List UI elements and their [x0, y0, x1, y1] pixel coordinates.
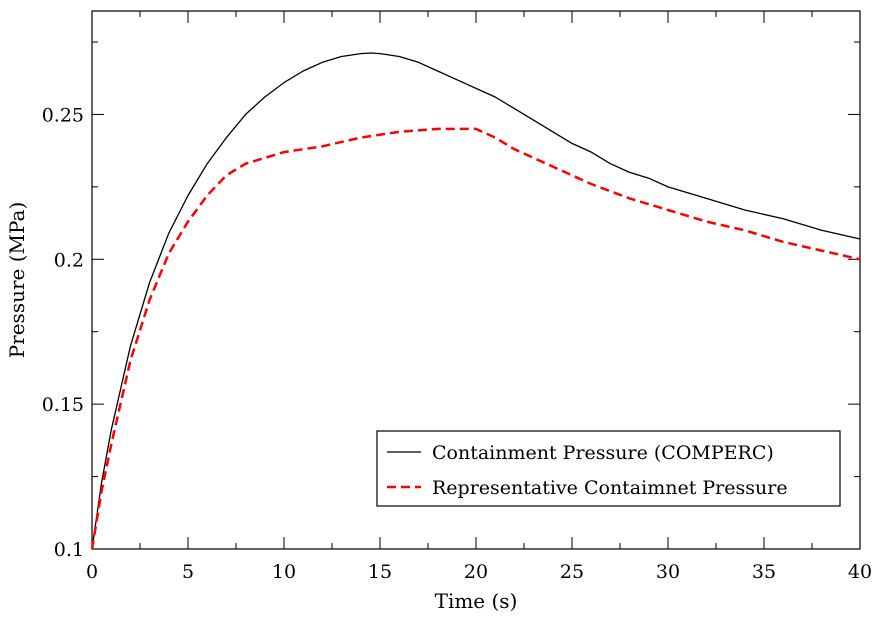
- legend-label-comperc: Containment Pressure (COMPERC): [432, 442, 774, 464]
- y-tick-label: 0.2: [54, 249, 84, 271]
- axis-tick-labels: 0 5 10 15 20 25 30 35 40 0.1 0.15 0.2 0.25: [42, 104, 872, 583]
- y-tick-label: 0.1: [54, 539, 84, 561]
- series-lines: [90, 52, 861, 550]
- legend-label-representative: Representative Contaimnet Pressure: [432, 477, 788, 499]
- x-tick-label: 0: [86, 561, 98, 583]
- series-line-comperc: [91, 52, 861, 550]
- x-tick-label: 40: [848, 561, 872, 583]
- x-tick-label: 20: [464, 561, 488, 583]
- x-tick-label: 15: [368, 561, 392, 583]
- axis-ticks: [91, 11, 861, 550]
- x-tick-label: 30: [656, 561, 680, 583]
- x-tick-label: 5: [182, 561, 194, 583]
- x-axis-label: Time (s): [435, 589, 518, 613]
- x-tick-label: 10: [272, 561, 296, 583]
- legend-box: [376, 430, 841, 507]
- x-tick-label: 35: [752, 561, 776, 583]
- legend: Containment Pressure (COMPERC) Represent…: [376, 430, 841, 507]
- y-tick-label: 0.25: [42, 104, 84, 126]
- y-axis-label: Pressure (MPa): [5, 202, 29, 359]
- x-tick-label: 25: [560, 561, 584, 583]
- y-tick-label: 0.15: [42, 394, 84, 416]
- series-line-representative: [90, 127, 861, 550]
